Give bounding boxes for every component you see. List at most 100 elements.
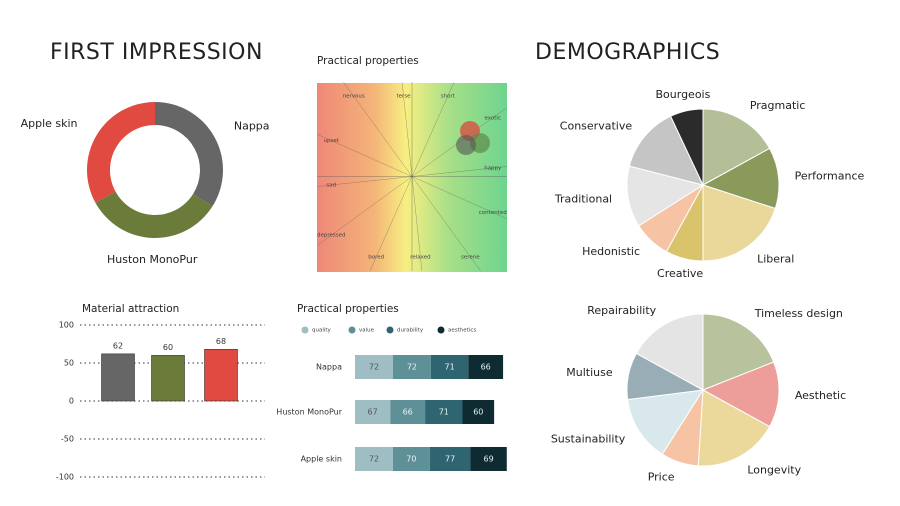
segment-label: 66 xyxy=(481,363,491,372)
slice-label: Timeless design xyxy=(754,307,843,320)
slice xyxy=(95,191,213,238)
bar-segment xyxy=(392,447,430,471)
mood-label: happy xyxy=(484,166,502,172)
mood-ray xyxy=(316,134,413,177)
row-label: Nappa xyxy=(316,363,342,372)
mood-label: relaxed xyxy=(410,254,430,260)
mood-ray xyxy=(411,176,481,272)
legend-swatch xyxy=(301,326,309,334)
slice-label: Hedonistic xyxy=(582,245,640,258)
bar-segment xyxy=(355,400,391,424)
slice-label: Repairability xyxy=(587,304,656,317)
bar-segment xyxy=(462,400,495,424)
segment-label: 77 xyxy=(445,455,455,464)
segment-label: 67 xyxy=(368,408,378,417)
segment-label: 66 xyxy=(403,408,413,417)
slice-label: Nappa xyxy=(234,120,270,133)
slice-label: Traditional xyxy=(554,192,612,205)
bubble xyxy=(456,135,476,155)
slice xyxy=(701,147,780,210)
chart-title: DEMOGRAPHICS xyxy=(535,40,720,65)
slice xyxy=(626,165,705,227)
slice-label: Multiuse xyxy=(566,366,613,379)
segment-label: 72 xyxy=(369,455,379,464)
slice xyxy=(701,361,780,428)
legend-label: durability xyxy=(397,328,424,334)
slice-label: Sustainability xyxy=(551,432,626,445)
mood-label: serene xyxy=(461,254,480,260)
mood-label: depressed xyxy=(317,233,346,239)
slice-label: Liberal xyxy=(757,252,794,265)
value-label: 68 xyxy=(216,337,226,346)
legend-swatch xyxy=(386,326,394,334)
mood-label: exotic xyxy=(485,115,501,121)
y-tick-label: -50 xyxy=(61,435,74,444)
chart-title: FIRST IMPRESSION xyxy=(50,40,263,65)
bar-segment xyxy=(429,447,471,471)
mood-label: short xyxy=(441,94,456,100)
mood-ray xyxy=(401,81,413,177)
slice-label: Bourgeois xyxy=(656,88,711,101)
mood-label: upset xyxy=(324,138,340,144)
legend-label: quality xyxy=(312,328,332,334)
mood-label: sad xyxy=(326,182,336,188)
segment-label: 71 xyxy=(439,408,449,417)
value-label: 60 xyxy=(163,343,173,352)
bar xyxy=(151,355,185,402)
slice xyxy=(669,108,704,186)
bar-segment xyxy=(468,355,504,379)
bar xyxy=(204,349,238,402)
mood-ray xyxy=(411,176,508,219)
slice xyxy=(155,102,223,207)
slice xyxy=(627,389,704,455)
slice xyxy=(87,102,155,203)
slice xyxy=(702,184,776,262)
segment-label: 60 xyxy=(473,408,483,417)
row-label: Apple skin xyxy=(301,455,342,464)
legend-swatch xyxy=(437,326,445,334)
bar-segment xyxy=(425,400,463,424)
mood-ray xyxy=(369,176,413,272)
segment-label: 69 xyxy=(484,455,494,464)
chart-title: Material attraction xyxy=(82,303,179,315)
mood-ray xyxy=(411,166,508,177)
legend-label: aesthetics xyxy=(448,328,476,334)
mood-label: nervous xyxy=(343,94,365,100)
slice xyxy=(702,108,771,186)
mood-label: bored xyxy=(368,254,384,260)
slice xyxy=(697,389,771,467)
slice-label: Creative xyxy=(657,267,703,280)
mood-label: terse xyxy=(397,94,412,100)
y-tick-label: -100 xyxy=(56,473,74,482)
legend-label: value xyxy=(359,328,375,334)
slice-label: Price xyxy=(648,470,675,483)
slice-label: Pragmatic xyxy=(750,99,806,112)
row-label: Huston MonoPur xyxy=(276,408,342,417)
value-label: 62 xyxy=(113,341,123,350)
bar-segment xyxy=(470,447,507,471)
mood-ray xyxy=(343,81,413,177)
slice-label: Apple skin xyxy=(21,117,78,130)
bar-segment xyxy=(355,447,393,471)
slice xyxy=(635,313,704,391)
segment-label: 72 xyxy=(369,363,379,372)
bar-segment xyxy=(392,355,431,379)
slice-label: Longevity xyxy=(747,464,801,477)
mood-ray xyxy=(411,176,423,272)
segment-label: 71 xyxy=(445,363,455,372)
bar-segment xyxy=(390,400,426,424)
y-tick-label: 100 xyxy=(59,321,74,330)
segment-label: 70 xyxy=(406,455,416,464)
chart-title: Practical properties xyxy=(297,303,399,315)
slice-label: Conservative xyxy=(560,119,633,132)
slice xyxy=(628,115,704,186)
bar-segment xyxy=(355,355,393,379)
mood-ray xyxy=(411,81,455,177)
slice xyxy=(702,313,775,391)
legend-swatch xyxy=(348,326,356,334)
y-tick-label: 50 xyxy=(64,359,74,368)
y-tick-label: 0 xyxy=(69,397,74,406)
bar xyxy=(101,353,135,402)
mood-ray xyxy=(316,176,413,187)
